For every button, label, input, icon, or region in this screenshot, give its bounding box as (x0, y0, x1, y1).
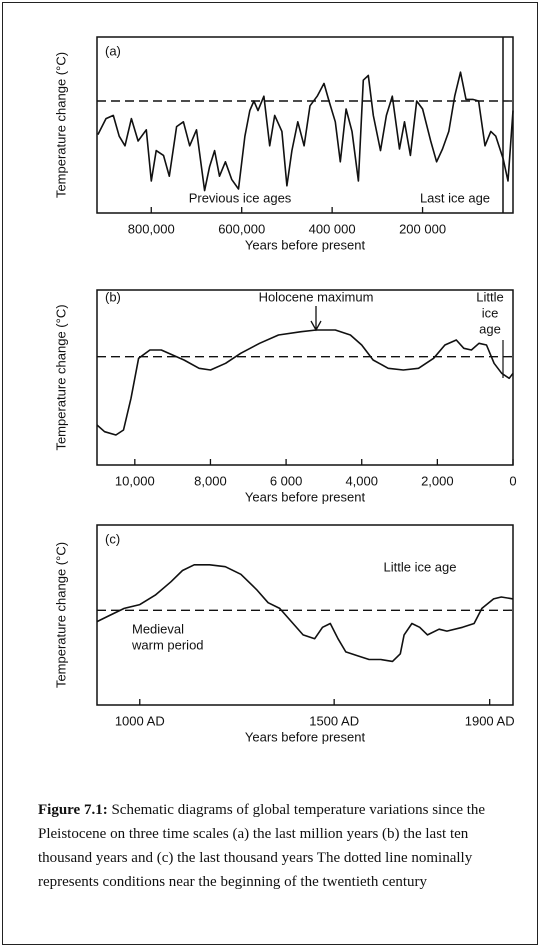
x-tick-label: 600,000 (218, 221, 265, 236)
caption-label: Figure 7.1: (38, 802, 108, 818)
arrow (310, 306, 322, 332)
annotation: Previous ice ages (189, 190, 292, 205)
x-tick-label: 4,000 (345, 473, 378, 488)
charts: (a) Previous ice ages Last ice age (b) H… (53, 36, 517, 744)
temperature-line (97, 71, 514, 192)
annotation: Little (476, 289, 503, 304)
x-tick-label: 2,000 (421, 473, 454, 488)
temperature-line (96, 329, 514, 436)
x-tick-label: 0 (509, 473, 516, 488)
annotation: Last ice age (420, 190, 490, 205)
x-tick-label: 200 000 (399, 221, 446, 236)
y-axis-label: Temperature change (°C) (53, 304, 68, 450)
x-tick-label: 10,000 (115, 473, 155, 488)
x-tick-label: 6 000 (270, 473, 303, 488)
panel-label: (c) (105, 531, 120, 546)
panel-label: (b) (105, 289, 121, 304)
annotation: age (479, 321, 501, 336)
y-axis-label: Temperature change (°C) (53, 52, 68, 198)
annotation: Medieval (132, 621, 184, 636)
panel-label: (a) (105, 43, 121, 58)
annotation: ice (482, 305, 499, 320)
plot-frame (96, 36, 514, 214)
x-tick-label: 1500 AD (309, 713, 359, 728)
caption-text: Schematic diagrams of global temperature… (38, 802, 486, 890)
caption: Figure 7.1: Schematic diagrams of global… (38, 798, 510, 894)
annotation: warm period (131, 637, 204, 652)
annotation: Holocene maximum (259, 289, 374, 304)
temperature-line (96, 564, 514, 663)
x-tick-label: 800,000 (128, 221, 175, 236)
y-axis-label: Temperature change (°C) (53, 542, 68, 688)
x-axis-label: Years before present (245, 729, 366, 744)
plot-frame (96, 289, 514, 466)
x-tick-label: 1000 AD (115, 713, 165, 728)
x-tick-label: 400 000 (309, 221, 356, 236)
x-axis-label: Years before present (245, 237, 366, 252)
plot-frame (96, 524, 514, 706)
x-tick-label: 1900 AD (465, 713, 515, 728)
annotation: Little ice age (384, 559, 457, 574)
x-tick-label: 8,000 (194, 473, 227, 488)
x-axis-label: Years before present (245, 489, 366, 504)
